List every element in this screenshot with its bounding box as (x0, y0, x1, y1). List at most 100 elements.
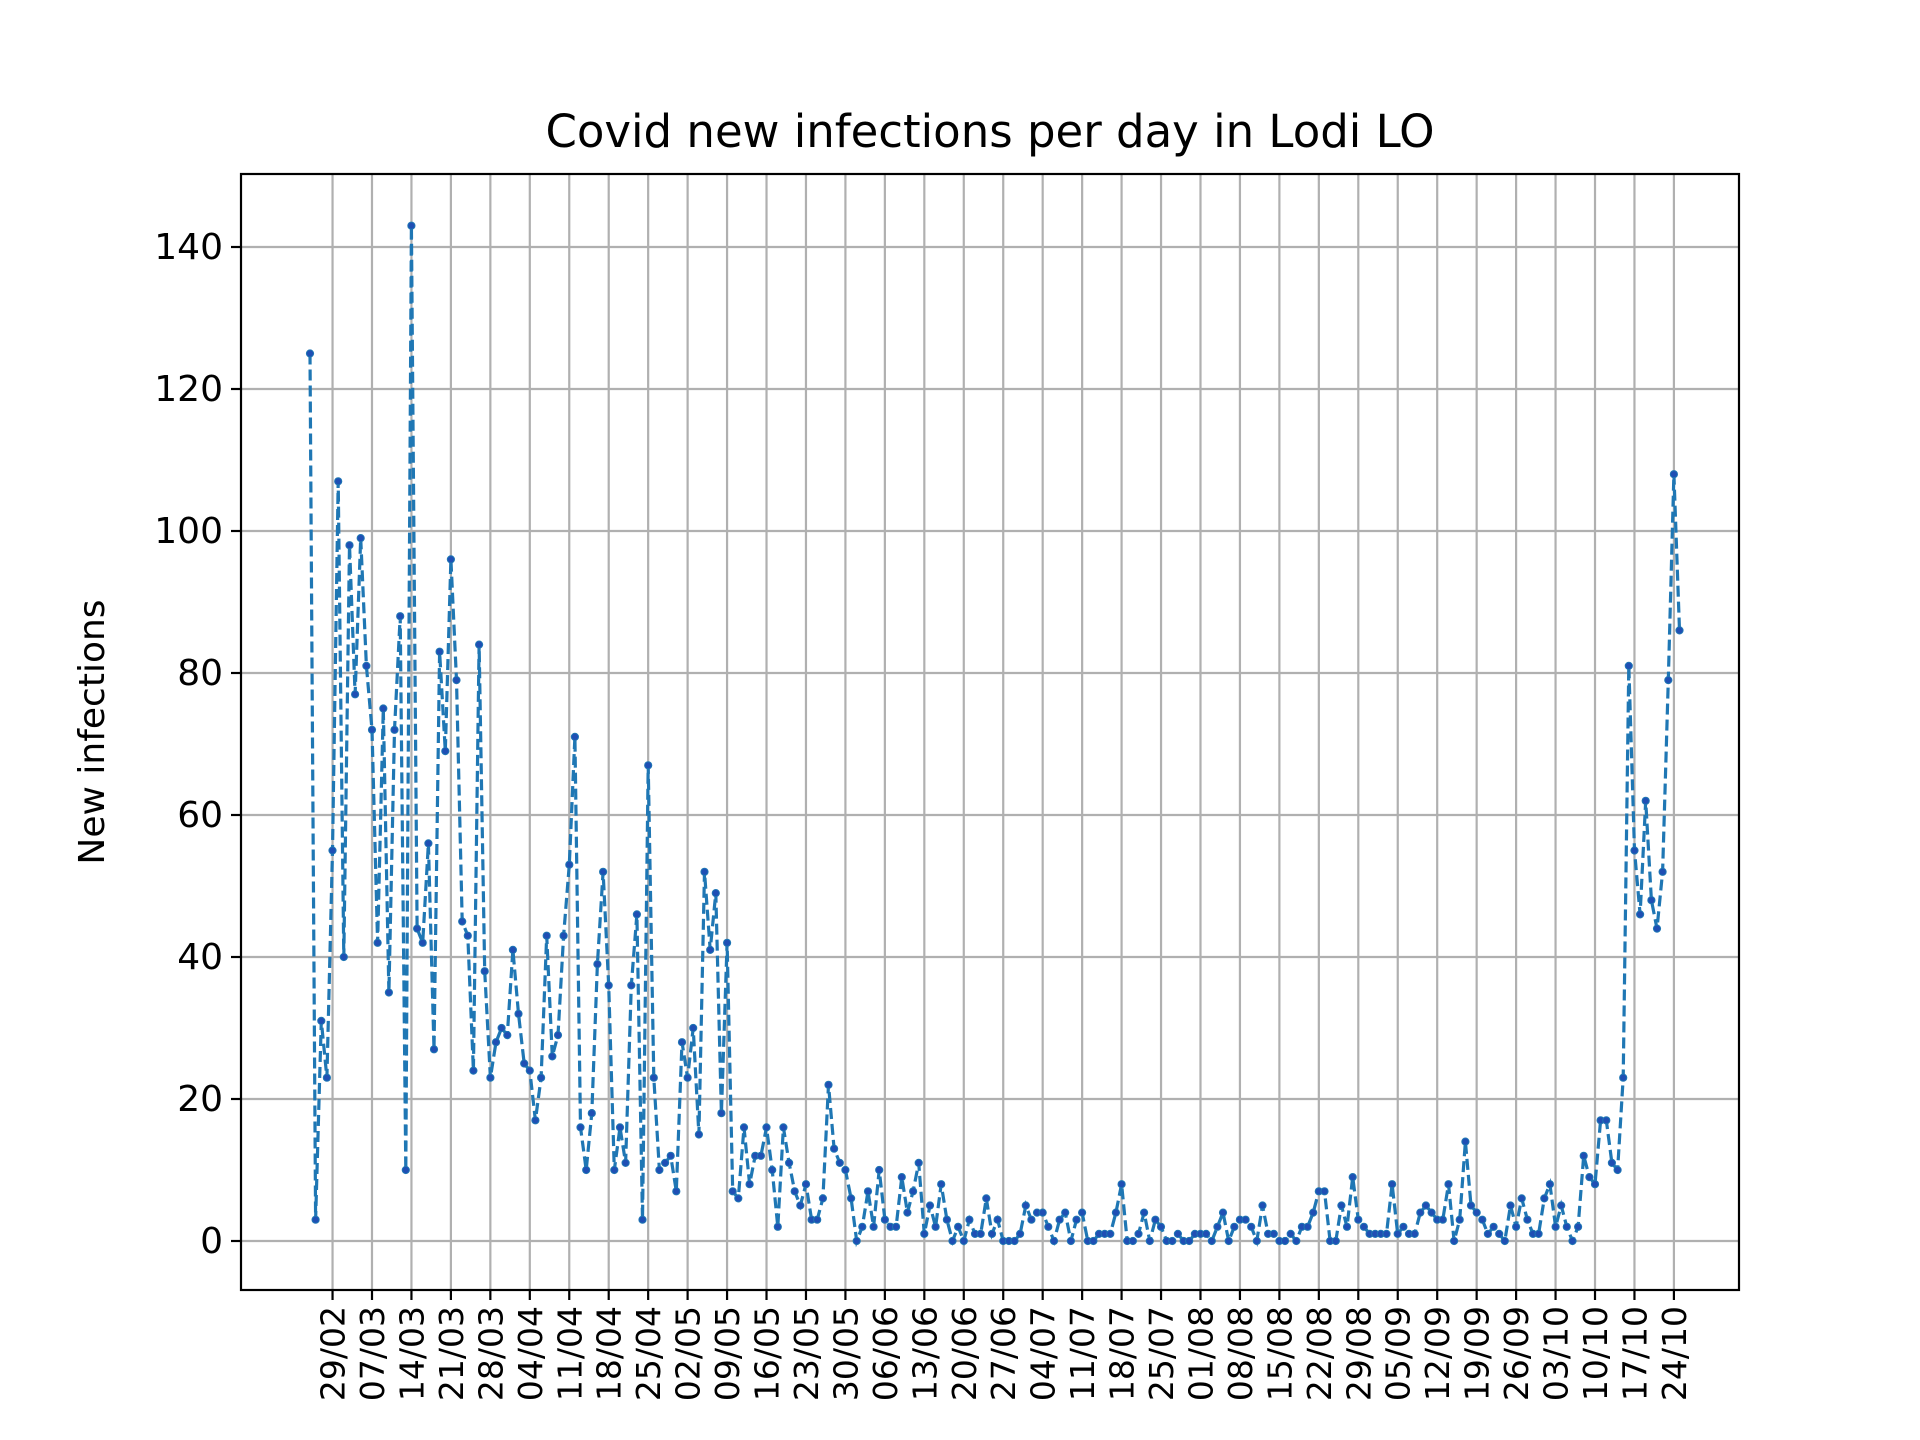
data-point (768, 1165, 777, 1175)
data-point (723, 938, 732, 947)
x-tick-label: 22/08 (1300, 1306, 1339, 1401)
data-point (1145, 1236, 1154, 1246)
data-point (1444, 1180, 1453, 1189)
data-point (1309, 1208, 1318, 1217)
y-tick-label: 80 (177, 653, 223, 694)
data-point (486, 1073, 495, 1082)
x-tick-label: 10/10 (1576, 1306, 1615, 1401)
data-point (1664, 676, 1673, 685)
data-point (345, 541, 354, 550)
data-point (604, 981, 613, 990)
data-point (1337, 1201, 1346, 1210)
x-tick-label: 16/05 (748, 1306, 787, 1401)
data-point (356, 534, 365, 543)
data-point (773, 1222, 782, 1231)
data-point (756, 1151, 766, 1160)
data-point (1089, 1236, 1098, 1246)
plot-frame (239, 172, 1741, 1292)
x-tick-label: 12/09 (1418, 1306, 1457, 1401)
data-point (830, 1144, 839, 1153)
data-point (367, 725, 377, 734)
y-tick-label: 20 (177, 1079, 223, 1120)
data-point (661, 1158, 670, 1168)
data-point (818, 1194, 828, 1203)
data-point (1506, 1201, 1515, 1210)
data-point (1320, 1187, 1329, 1196)
data-point (322, 1073, 331, 1082)
grid (241, 174, 1739, 1290)
data-point (897, 1173, 906, 1182)
data-point (1202, 1229, 1211, 1239)
data-point (880, 1215, 890, 1224)
data-point (1016, 1229, 1025, 1239)
data-point (1252, 1236, 1261, 1246)
data-point (390, 725, 399, 734)
data-point (892, 1222, 901, 1231)
data-point (1602, 1116, 1611, 1125)
data-point (1489, 1222, 1498, 1231)
data-point (565, 860, 574, 869)
data-point (1495, 1229, 1504, 1239)
data-point (959, 1236, 968, 1246)
y-tick-label: 60 (177, 795, 223, 836)
x-tick-label: 17/10 (1615, 1306, 1654, 1401)
x-tick-label: 11/07 (1063, 1306, 1102, 1401)
data-point (841, 1165, 850, 1175)
data-point (1331, 1236, 1340, 1246)
data-point (948, 1236, 957, 1246)
data-point (570, 732, 580, 742)
data-point (1027, 1215, 1036, 1224)
data-point (458, 917, 467, 926)
data-point (1517, 1194, 1526, 1203)
data-point (1218, 1208, 1228, 1217)
data-point (925, 1201, 935, 1210)
data-point (446, 555, 455, 564)
data-point (1579, 1151, 1588, 1160)
data-point (632, 910, 642, 919)
data-point (1585, 1173, 1594, 1182)
data-point (1049, 1236, 1059, 1246)
data-point (531, 1116, 540, 1125)
data-point (1410, 1229, 1419, 1239)
data-point (503, 1031, 512, 1040)
data-point (480, 967, 489, 976)
data-point (1269, 1229, 1278, 1239)
data-point (677, 1038, 687, 1047)
data-point (1669, 470, 1679, 479)
data-point (1613, 1165, 1622, 1175)
x-tick-label: 06/06 (866, 1306, 905, 1401)
data-point (429, 1045, 439, 1054)
data-point (418, 938, 427, 947)
data-point (520, 1059, 529, 1068)
data-point (1286, 1229, 1295, 1239)
y-axis-label: New infections (72, 599, 113, 864)
data-point (1636, 910, 1645, 919)
x-tick-label: 01/08 (1181, 1306, 1220, 1401)
x-tick-label: 04/04 (511, 1306, 550, 1401)
x-tick-label: 28/03 (471, 1306, 510, 1401)
data-point (858, 1222, 867, 1231)
x-tick-label: 08/08 (1221, 1306, 1260, 1401)
data-point (1483, 1229, 1493, 1239)
data-point (1280, 1236, 1290, 1246)
data-point (1078, 1208, 1087, 1217)
data-point (587, 1109, 596, 1118)
data-point (1421, 1201, 1431, 1210)
data-point (1173, 1229, 1183, 1239)
data-point (1111, 1208, 1121, 1217)
data-point (649, 1073, 658, 1082)
x-tick-label: 04/07 (1024, 1306, 1063, 1401)
data-point (689, 1023, 698, 1033)
x-tick-label: 03/10 (1537, 1306, 1576, 1401)
data-point (717, 1109, 726, 1118)
data-point (1500, 1236, 1509, 1246)
y-tick-label: 140 (154, 227, 223, 268)
x-tick-label: 05/09 (1379, 1306, 1418, 1401)
data-point (1675, 626, 1684, 635)
data-point (599, 867, 608, 876)
y-tick-label: 40 (177, 937, 223, 978)
data-point (1658, 867, 1667, 876)
data-point (1551, 1222, 1560, 1231)
data-point (694, 1130, 704, 1139)
data-point (937, 1180, 946, 1189)
